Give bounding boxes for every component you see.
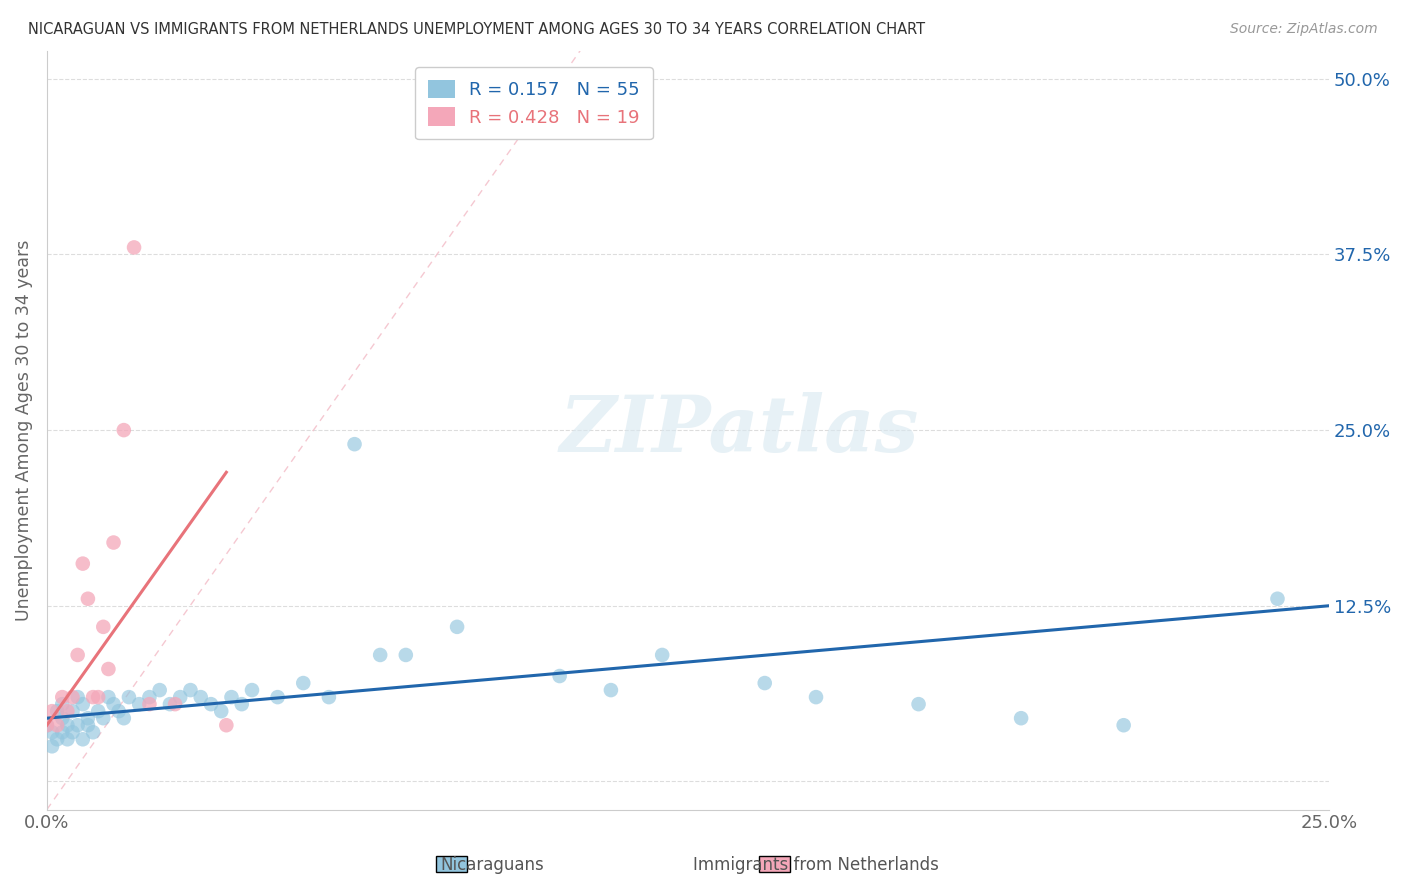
Point — [292, 676, 315, 690]
Point — [1010, 711, 1032, 725]
Point — [91, 620, 114, 634]
Point — [97, 662, 120, 676]
Point — [122, 240, 145, 254]
Point — [804, 690, 827, 705]
Point — [66, 690, 89, 705]
Point — [112, 711, 135, 725]
Point — [112, 423, 135, 437]
Point — [51, 711, 73, 725]
Point — [77, 711, 100, 725]
Point — [41, 739, 63, 754]
Point — [754, 676, 776, 690]
Point — [87, 690, 110, 705]
Point — [651, 648, 673, 662]
Point — [77, 591, 100, 606]
Point — [72, 732, 94, 747]
Point — [97, 690, 120, 705]
Point — [72, 697, 94, 711]
Point — [209, 704, 232, 718]
Text: NICARAGUAN VS IMMIGRANTS FROM NETHERLANDS UNEMPLOYMENT AMONG AGES 30 TO 34 YEARS: NICARAGUAN VS IMMIGRANTS FROM NETHERLAND… — [28, 22, 925, 37]
Point — [35, 718, 58, 732]
Point — [600, 683, 623, 698]
Legend: R = 0.157   N = 55, R = 0.428   N = 19: R = 0.157 N = 55, R = 0.428 N = 19 — [415, 67, 652, 139]
Y-axis label: Unemployment Among Ages 30 to 34 years: Unemployment Among Ages 30 to 34 years — [15, 239, 32, 621]
Point — [231, 697, 253, 711]
Point — [266, 690, 288, 705]
Point — [498, 71, 520, 86]
Point — [62, 725, 84, 739]
Point — [215, 718, 238, 732]
Point — [66, 648, 89, 662]
Point — [368, 648, 391, 662]
Point — [46, 732, 69, 747]
Point — [200, 697, 222, 711]
Point — [51, 725, 73, 739]
Point — [1267, 591, 1289, 606]
Point — [46, 718, 69, 732]
Point — [395, 648, 418, 662]
Point — [56, 718, 79, 732]
Point — [66, 718, 89, 732]
Point — [62, 690, 84, 705]
Point — [56, 704, 79, 718]
Point — [82, 725, 104, 739]
Point — [221, 690, 243, 705]
Point — [56, 732, 79, 747]
Point — [343, 437, 366, 451]
Point — [41, 704, 63, 718]
Point — [82, 690, 104, 705]
Point — [72, 557, 94, 571]
Point — [907, 697, 929, 711]
Point — [35, 718, 58, 732]
Point — [118, 690, 141, 705]
Text: Nicaraguans: Nicaraguans — [440, 856, 544, 874]
Point — [190, 690, 212, 705]
Point — [169, 690, 191, 705]
Point — [87, 704, 110, 718]
Point — [318, 690, 340, 705]
Point — [103, 697, 125, 711]
Point — [548, 669, 571, 683]
Point — [240, 683, 263, 698]
Point — [165, 697, 187, 711]
Point — [107, 704, 129, 718]
Point — [91, 711, 114, 725]
Point — [138, 690, 160, 705]
Point — [46, 704, 69, 718]
Point — [1112, 718, 1135, 732]
Point — [128, 697, 150, 711]
Text: ZIPatlas: ZIPatlas — [560, 392, 918, 468]
Point — [446, 620, 468, 634]
Text: Immigrants from Netherlands: Immigrants from Netherlands — [693, 856, 938, 874]
Point — [51, 697, 73, 711]
Point — [179, 683, 201, 698]
Point — [51, 690, 73, 705]
Point — [41, 725, 63, 739]
Point — [138, 697, 160, 711]
Point — [149, 683, 172, 698]
Point — [103, 535, 125, 549]
Point — [62, 704, 84, 718]
Point — [159, 697, 181, 711]
Text: Source: ZipAtlas.com: Source: ZipAtlas.com — [1230, 22, 1378, 37]
Point — [77, 718, 100, 732]
